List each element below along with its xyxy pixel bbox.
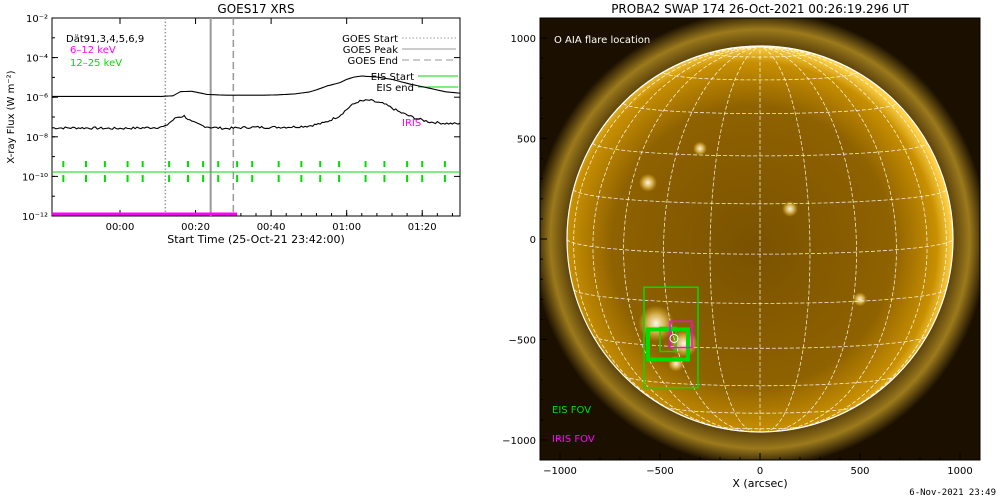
goes-x-tick-label: 00:00 (106, 222, 135, 233)
iris-label: IRIS (402, 118, 421, 129)
goes-series-line (52, 75, 461, 97)
legend-eis-start: EIS Start (371, 72, 414, 83)
goes-series-line (51, 99, 461, 131)
goes-x-tick-label: 01:20 (408, 222, 437, 233)
legend-goes-end: GOES End (348, 56, 398, 67)
goes-y-tick-label: 10⁻⁶ (26, 93, 48, 104)
goes-y-tick-label: 10⁻⁴ (26, 54, 48, 65)
fov-box (643, 286, 699, 389)
aia-flare-marker (669, 333, 679, 343)
goes-y-tick-label: 10⁻¹² (22, 212, 48, 223)
grid-line (759, 46, 897, 432)
swap-image-chart: PROBA2 SWAP 174 26-Oct-2021 00:26:19.296… (502, 2, 981, 490)
legend-goes-start: GOES Start (342, 34, 398, 45)
swap-y-tick-label: 500 (517, 135, 536, 146)
fov-box (659, 326, 677, 353)
grid-line (709, 46, 761, 433)
swap-y-tick-label: 0 (530, 235, 536, 246)
goes-y-axis-label: X-ray Flux (W m⁻²) (6, 70, 17, 163)
swap-x-tick-label: −500 (646, 466, 673, 477)
grid-line (592, 46, 761, 431)
goes-x-tick-label: 01:00 (332, 222, 361, 233)
swap-x-tick-label: 500 (850, 466, 869, 477)
grid-line (712, 425, 808, 430)
grid-line (663, 46, 761, 433)
swap-x-axis-label: X (arcsec) (732, 477, 787, 490)
footer-timestamp: 6-Nov-2021 23:49 (909, 488, 996, 498)
grid-line (573, 46, 761, 424)
swap-y-tick-label: −500 (509, 335, 536, 346)
aia-flare-label: O AIA flare location (554, 35, 650, 46)
goes-y-tick-label: 10⁻² (26, 14, 48, 25)
eis-fov-label: EIS FOV (552, 405, 591, 416)
goes-header-text: Dät91,3,4,5,6,9 (66, 34, 144, 45)
limb-outline (566, 45, 954, 433)
active-region (853, 292, 867, 307)
swap-y-tick-label: −1000 (502, 436, 536, 447)
grid-line (759, 46, 857, 433)
swap-x-tick-label: 1000 (947, 466, 972, 477)
legend-eis-end: EIS end (376, 83, 414, 94)
goes-plot-frame (51, 17, 461, 217)
active-region (782, 200, 798, 217)
fov-box (646, 327, 690, 362)
goes-chart-title: GOES17 XRS (217, 2, 294, 16)
grid-line (759, 46, 928, 431)
goes-xrs-chart: GOES17 XRS Start Time (25-Oct-21 23:42:0… (6, 2, 461, 246)
goes-y-tick-label: 10⁻¹⁰ (22, 172, 48, 183)
swap-x-tick-label: 0 (757, 466, 763, 477)
grid-line (759, 46, 811, 433)
active-region (639, 173, 657, 192)
goes-y-tick-label: 10⁻⁸ (26, 133, 48, 144)
iris-fov-label: IRIS FOV (552, 434, 595, 445)
fov-box (669, 320, 693, 349)
grid-line (623, 46, 761, 432)
legend-12-25-kev: 12–25 keV (70, 58, 122, 69)
legend-goes-peak: GOES Peak (343, 45, 398, 56)
grid-line (592, 335, 928, 349)
active-region (670, 329, 698, 358)
grid-line (624, 375, 896, 387)
swap-y-tick-label: 1000 (511, 34, 536, 45)
swap-chart-title: PROBA2 SWAP 174 26-Oct-2021 00:26:19.296… (611, 2, 909, 16)
active-region (693, 141, 707, 156)
goes-x-axis-label: Start Time (25-Oct-21 23:42:00) (167, 233, 345, 246)
goes-x-tick-label: 00:40 (257, 222, 286, 233)
grid-line (759, 46, 947, 424)
legend-6-12-kev: 6–12 keV (70, 45, 116, 56)
swap-x-tick-label: −1000 (543, 466, 577, 477)
goes-x-tick-label: 00:20 (181, 222, 210, 233)
